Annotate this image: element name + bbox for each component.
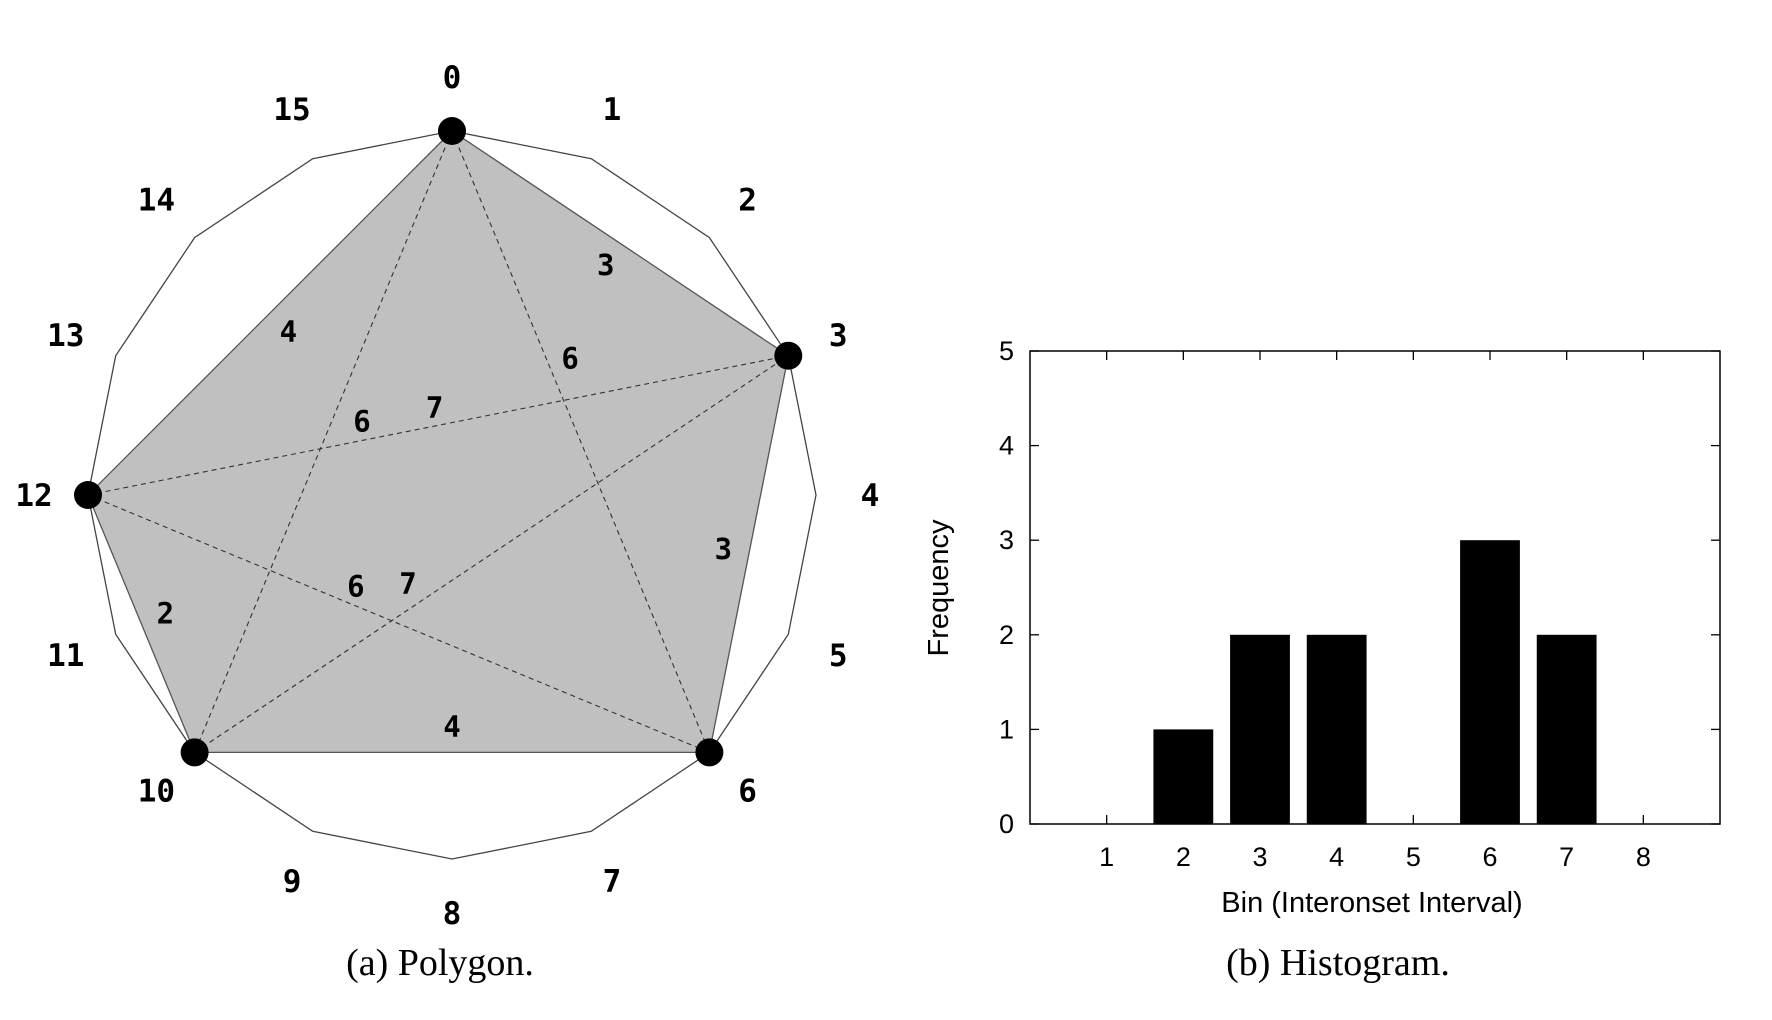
diagonal-line <box>451 130 710 753</box>
y-axis-ticks: 0 1 2 3 4 5 <box>999 336 1720 839</box>
y-axis-title: Frequency <box>923 519 955 657</box>
y-tick-label: 0 <box>999 809 1014 839</box>
bar <box>1536 634 1597 824</box>
onset-polygon <box>87 130 790 754</box>
y-tick-label: 4 <box>999 431 1014 461</box>
interval-label: 7 <box>399 566 416 600</box>
caption-polygon: (a) Polygon. <box>346 942 534 984</box>
position-label: 10 <box>138 774 175 810</box>
diagonal-line <box>87 355 789 496</box>
onset-dot <box>774 341 803 370</box>
bar <box>1460 540 1520 824</box>
bar <box>1230 634 1290 824</box>
position-label: 8 <box>443 896 462 932</box>
diagonals <box>87 130 789 753</box>
interval-label: 4 <box>443 709 460 743</box>
position-label: 7 <box>603 864 622 900</box>
interval-label: 7 <box>426 391 443 425</box>
onset-dot <box>695 738 724 767</box>
position-label: 12 <box>15 478 52 514</box>
position-label: 1 <box>603 92 622 128</box>
position-label: 13 <box>47 318 84 354</box>
interval-label: 3 <box>597 248 614 282</box>
position-label: 15 <box>273 92 310 128</box>
bars <box>1153 540 1597 824</box>
y-tick-label: 2 <box>999 620 1014 650</box>
diagonal-line <box>194 130 453 753</box>
interval-label: 6 <box>353 404 370 438</box>
x-tick-label: 4 <box>1329 842 1344 872</box>
interval-labels: 3 3 4 2 4 6 6 7 7 6 <box>157 248 732 743</box>
bar <box>1153 729 1214 824</box>
x-tick-label: 2 <box>1176 842 1191 872</box>
x-axis-title: Bin (Interonset Interval) <box>1221 887 1522 919</box>
plot-frame <box>1029 350 1721 825</box>
x-tick-label: 3 <box>1252 842 1267 872</box>
onset-dot <box>438 117 466 145</box>
interval-label: 3 <box>715 532 732 566</box>
bar <box>1306 634 1367 824</box>
interval-label: 4 <box>280 314 297 348</box>
x-tick-label: 8 <box>1636 842 1651 872</box>
x-axis-ticks: 1 2 3 4 5 6 7 8 <box>1099 351 1651 872</box>
interval-label: 2 <box>157 597 174 631</box>
onset-dot <box>180 738 209 767</box>
position-label: 6 <box>738 774 757 810</box>
interval-label: 6 <box>347 569 364 603</box>
position-label: 11 <box>47 638 84 674</box>
y-tick-label: 1 <box>999 714 1014 744</box>
diagonal-line <box>194 355 789 753</box>
interval-label: 6 <box>561 342 578 376</box>
position-label: 3 <box>829 318 848 354</box>
position-label: 14 <box>138 182 175 218</box>
position-label: 4 <box>861 478 880 514</box>
caption-histogram: (b) Histogram. <box>1226 942 1450 984</box>
histogram-chart: 0 1 2 3 4 5 1 2 3 4 5 6 7 8 Bin (Interonset Interval… <box>923 336 1721 919</box>
x-tick-label: 5 <box>1406 842 1421 872</box>
onset-dot <box>74 481 102 509</box>
circle-outline <box>87 130 817 860</box>
y-tick-label: 5 <box>999 336 1014 366</box>
x-tick-label: 1 <box>1099 842 1114 872</box>
diagonal-line <box>87 494 710 753</box>
position-label: 0 <box>443 60 462 96</box>
position-label: 9 <box>283 864 302 900</box>
position-label: 5 <box>829 638 848 674</box>
onset-markers <box>74 117 803 767</box>
x-tick-label: 6 <box>1482 842 1497 872</box>
position-label: 2 <box>738 182 757 218</box>
y-tick-label: 3 <box>999 525 1014 555</box>
x-tick-label: 7 <box>1559 842 1574 872</box>
